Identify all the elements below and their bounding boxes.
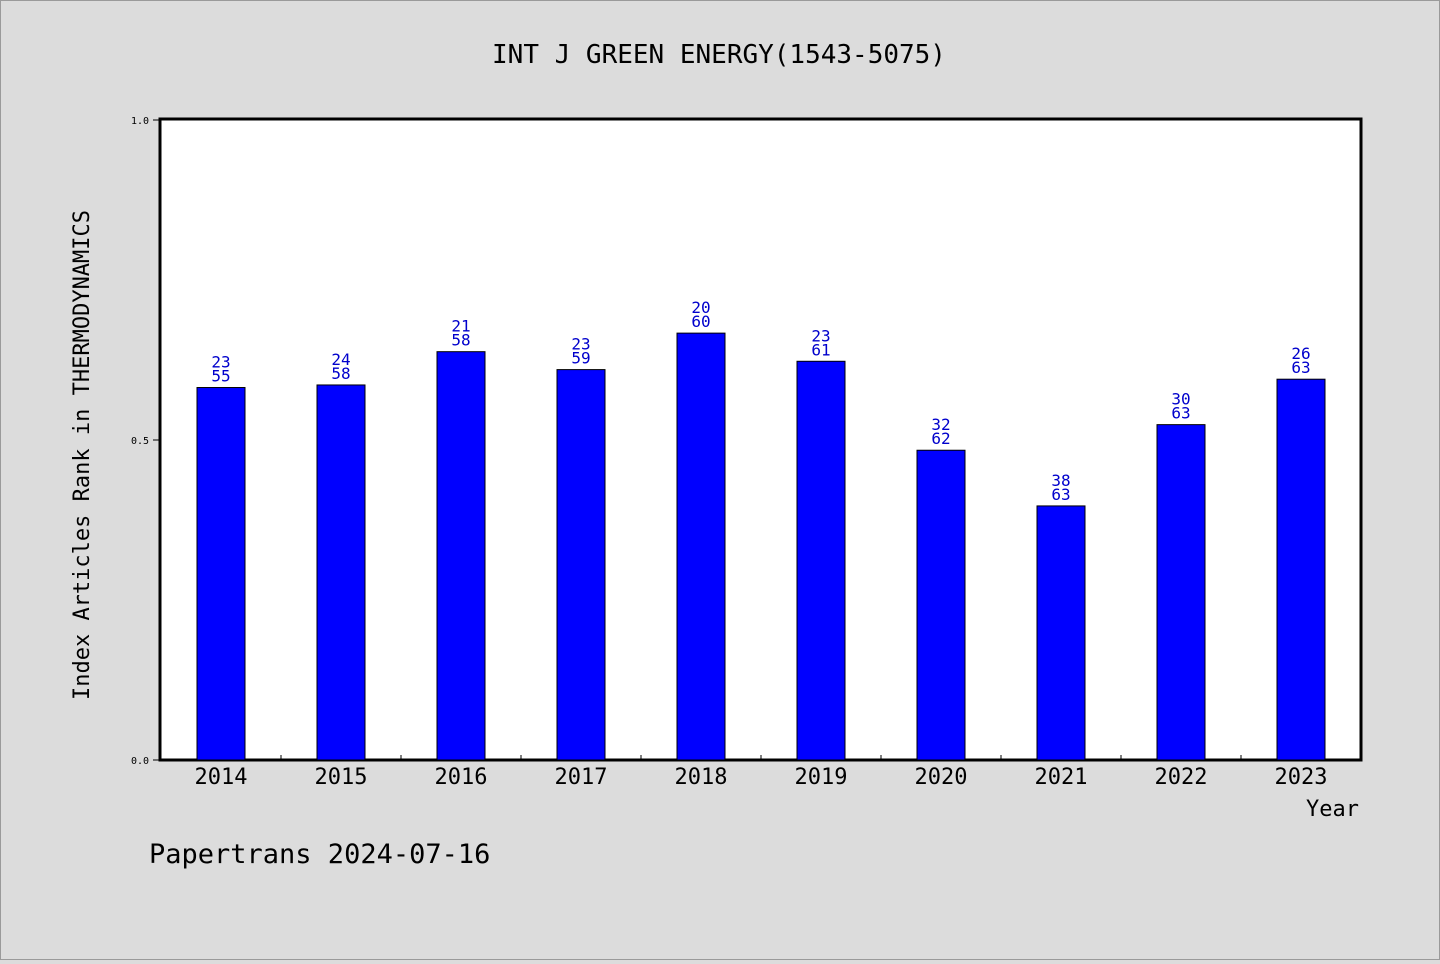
data-label-rank-2019: 23 bbox=[811, 326, 830, 345]
bar-2020 bbox=[916, 449, 966, 761]
y-axis: 0.0 0.5 1.0 bbox=[131, 116, 161, 767]
x-tick-label-2019: 2019 bbox=[795, 765, 848, 790]
data-label-total-2023: 63 bbox=[1291, 358, 1310, 377]
data-label-total-2019: 61 bbox=[811, 340, 830, 359]
x-tick-label-2015: 2015 bbox=[315, 765, 368, 790]
x-tick-label-2017: 2017 bbox=[555, 765, 608, 790]
bar-2017 bbox=[556, 369, 606, 761]
data-label-total-2021: 63 bbox=[1051, 485, 1070, 504]
data-label-rank-2020: 32 bbox=[931, 415, 950, 434]
bar-2016 bbox=[436, 351, 486, 761]
bar-2018 bbox=[676, 332, 726, 761]
bar-2015 bbox=[316, 384, 366, 761]
data-label-rank-2015: 24 bbox=[331, 350, 350, 369]
x-tick-label-2022: 2022 bbox=[1155, 765, 1208, 790]
data-label-rank-2023: 26 bbox=[1291, 344, 1310, 363]
data-label-total-2017: 59 bbox=[571, 349, 590, 368]
x-axis: 2014 2015 2016 2017 2018 2019 2020 2021 2022 2023 bbox=[195, 755, 1328, 790]
data-label-rank-2014: 23 bbox=[211, 353, 230, 372]
data-label-total-2015: 58 bbox=[331, 364, 350, 383]
data-label-rank-2017: 23 bbox=[571, 335, 590, 354]
x-tick-label-2018: 2018 bbox=[675, 765, 728, 790]
x-axis-label: Year bbox=[1306, 797, 1359, 822]
bars-group bbox=[196, 332, 1326, 761]
data-label-rank-2022: 30 bbox=[1171, 390, 1190, 409]
data-label-rank-2018: 20 bbox=[691, 298, 710, 317]
x-tick-label-2020: 2020 bbox=[915, 765, 968, 790]
x-tick-label-2023: 2023 bbox=[1275, 765, 1328, 790]
x-tick-label-2014: 2014 bbox=[195, 765, 248, 790]
y-tick-label-1.0: 1.0 bbox=[131, 116, 149, 127]
y-axis-label: Index Articles Rank in THERMODYNAMICS bbox=[70, 210, 95, 700]
data-label-total-2022: 63 bbox=[1171, 404, 1190, 423]
bar-2019 bbox=[796, 360, 846, 761]
y-tick-label-0.5: 0.5 bbox=[131, 436, 149, 447]
data-label-total-2018: 60 bbox=[691, 312, 710, 331]
x-tick-label-2016: 2016 bbox=[435, 765, 488, 790]
bar-2021 bbox=[1036, 505, 1086, 761]
chart-title: INT J GREEN ENERGY(1543-5075) bbox=[492, 40, 946, 70]
data-label-total-2014: 55 bbox=[211, 367, 230, 386]
x-tick-label-2021: 2021 bbox=[1035, 765, 1088, 790]
data-label-rank-2021: 38 bbox=[1051, 471, 1070, 490]
data-label-total-2020: 62 bbox=[931, 429, 950, 448]
y-tick-label-0.0: 0.0 bbox=[131, 756, 149, 767]
bar-2022 bbox=[1156, 424, 1206, 761]
data-label-total-2016: 58 bbox=[451, 331, 470, 350]
footer-credit: Papertrans 2024-07-16 bbox=[149, 839, 490, 870]
data-label-rank-2016: 21 bbox=[451, 317, 470, 336]
bar-2023 bbox=[1276, 378, 1326, 761]
bar-2014 bbox=[196, 387, 246, 761]
